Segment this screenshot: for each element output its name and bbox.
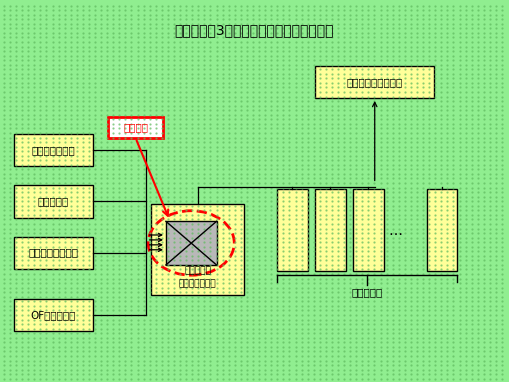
- Text: 碍子洗浄ポンプ室: 碍子洗浄ポンプ室: [29, 248, 78, 257]
- Text: 多目的車両車庫: 多目的車両車庫: [32, 145, 75, 155]
- Text: 開閉所リレー室: 開閉所リレー室: [179, 279, 216, 288]
- Bar: [166, 221, 216, 265]
- Text: 当該箇所: 当該箇所: [123, 123, 148, 133]
- Bar: [14, 185, 93, 217]
- Bar: [14, 236, 93, 269]
- Text: 伊方発電所3号機　火災感知器信号概略図: 伊方発電所3号機 火災感知器信号概略図: [175, 23, 334, 37]
- Bar: [427, 189, 457, 270]
- Text: パノラマ館: パノラマ館: [38, 196, 69, 206]
- Text: OFケーブル室: OFケーブル室: [31, 310, 76, 320]
- Bar: [14, 299, 93, 331]
- Bar: [353, 189, 384, 270]
- Bar: [14, 134, 93, 166]
- Bar: [315, 189, 346, 270]
- Bar: [108, 117, 163, 138]
- Text: 火災受信機: 火災受信機: [184, 266, 211, 275]
- Text: …: …: [389, 224, 403, 238]
- Bar: [151, 204, 244, 295]
- Text: 中央制御室　受信盤: 中央制御室 受信盤: [347, 77, 403, 87]
- Bar: [277, 189, 307, 270]
- Bar: [315, 66, 434, 98]
- Text: その他建物: その他建物: [352, 287, 383, 297]
